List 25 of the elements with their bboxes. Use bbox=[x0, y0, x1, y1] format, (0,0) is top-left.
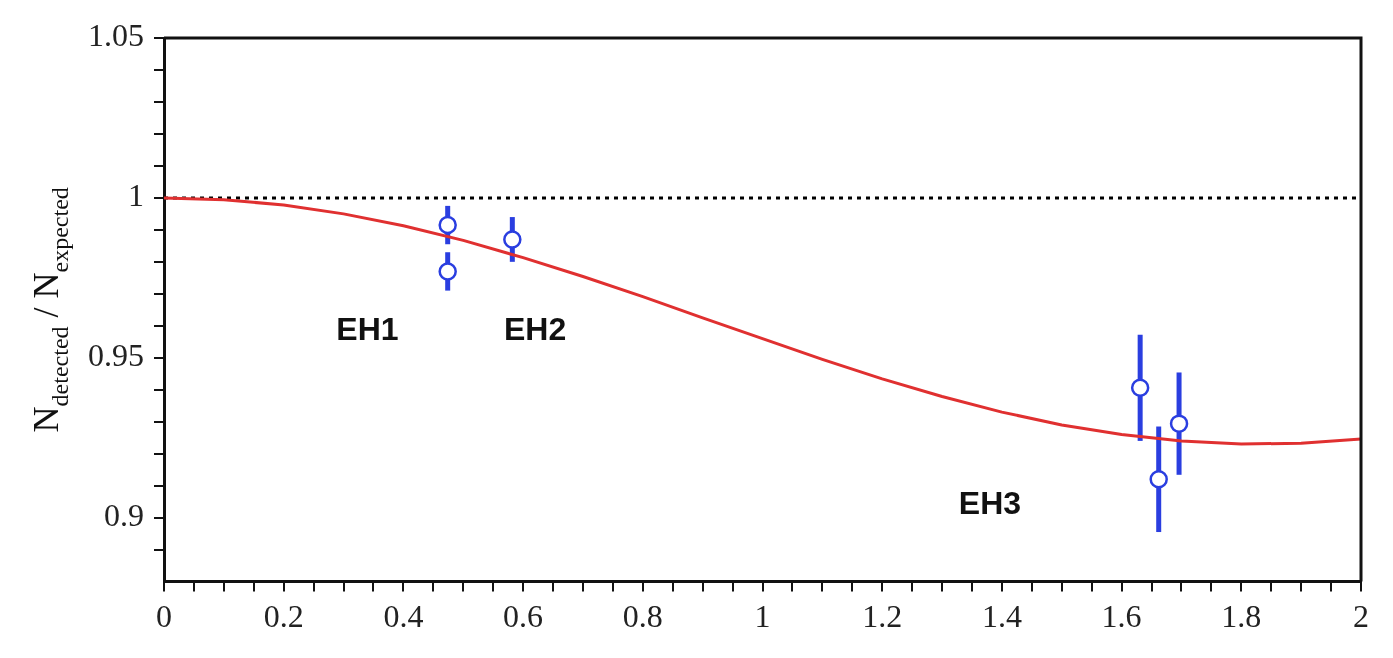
x-tick-label: 1.6 bbox=[1101, 598, 1142, 635]
point bbox=[438, 215, 457, 235]
x-tick-label: 0.6 bbox=[503, 598, 544, 635]
point bbox=[1149, 470, 1168, 489]
point bbox=[1169, 414, 1189, 433]
x-tick-label: 1.2 bbox=[862, 598, 903, 635]
x-tick-label: 0.2 bbox=[263, 598, 304, 635]
x-tick-label: 1.4 bbox=[981, 598, 1022, 635]
annotation: EH1 bbox=[336, 311, 399, 348]
point bbox=[503, 230, 522, 249]
x-tick-label: 2 bbox=[1353, 598, 1369, 635]
x-tick-label: 0.4 bbox=[383, 598, 424, 635]
x-tick-label: 1 bbox=[754, 598, 771, 635]
point bbox=[438, 262, 457, 281]
y-tick-label: 1.05 bbox=[88, 17, 144, 54]
x-tick-label: 0 bbox=[156, 598, 172, 635]
y-tick-label: 0.9 bbox=[104, 497, 144, 534]
y-tick-label: 1 bbox=[128, 177, 144, 214]
y-tick-label: 0.95 bbox=[88, 337, 144, 374]
annotation: EH3 bbox=[958, 485, 1022, 522]
x-tick-label: 0.8 bbox=[622, 598, 663, 635]
y-axis-title: Ndetected / Nexpected bbox=[26, 187, 73, 433]
annotation: EH2 bbox=[503, 311, 567, 348]
point bbox=[1130, 378, 1150, 398]
x-tick-label: 1.8 bbox=[1221, 598, 1262, 635]
